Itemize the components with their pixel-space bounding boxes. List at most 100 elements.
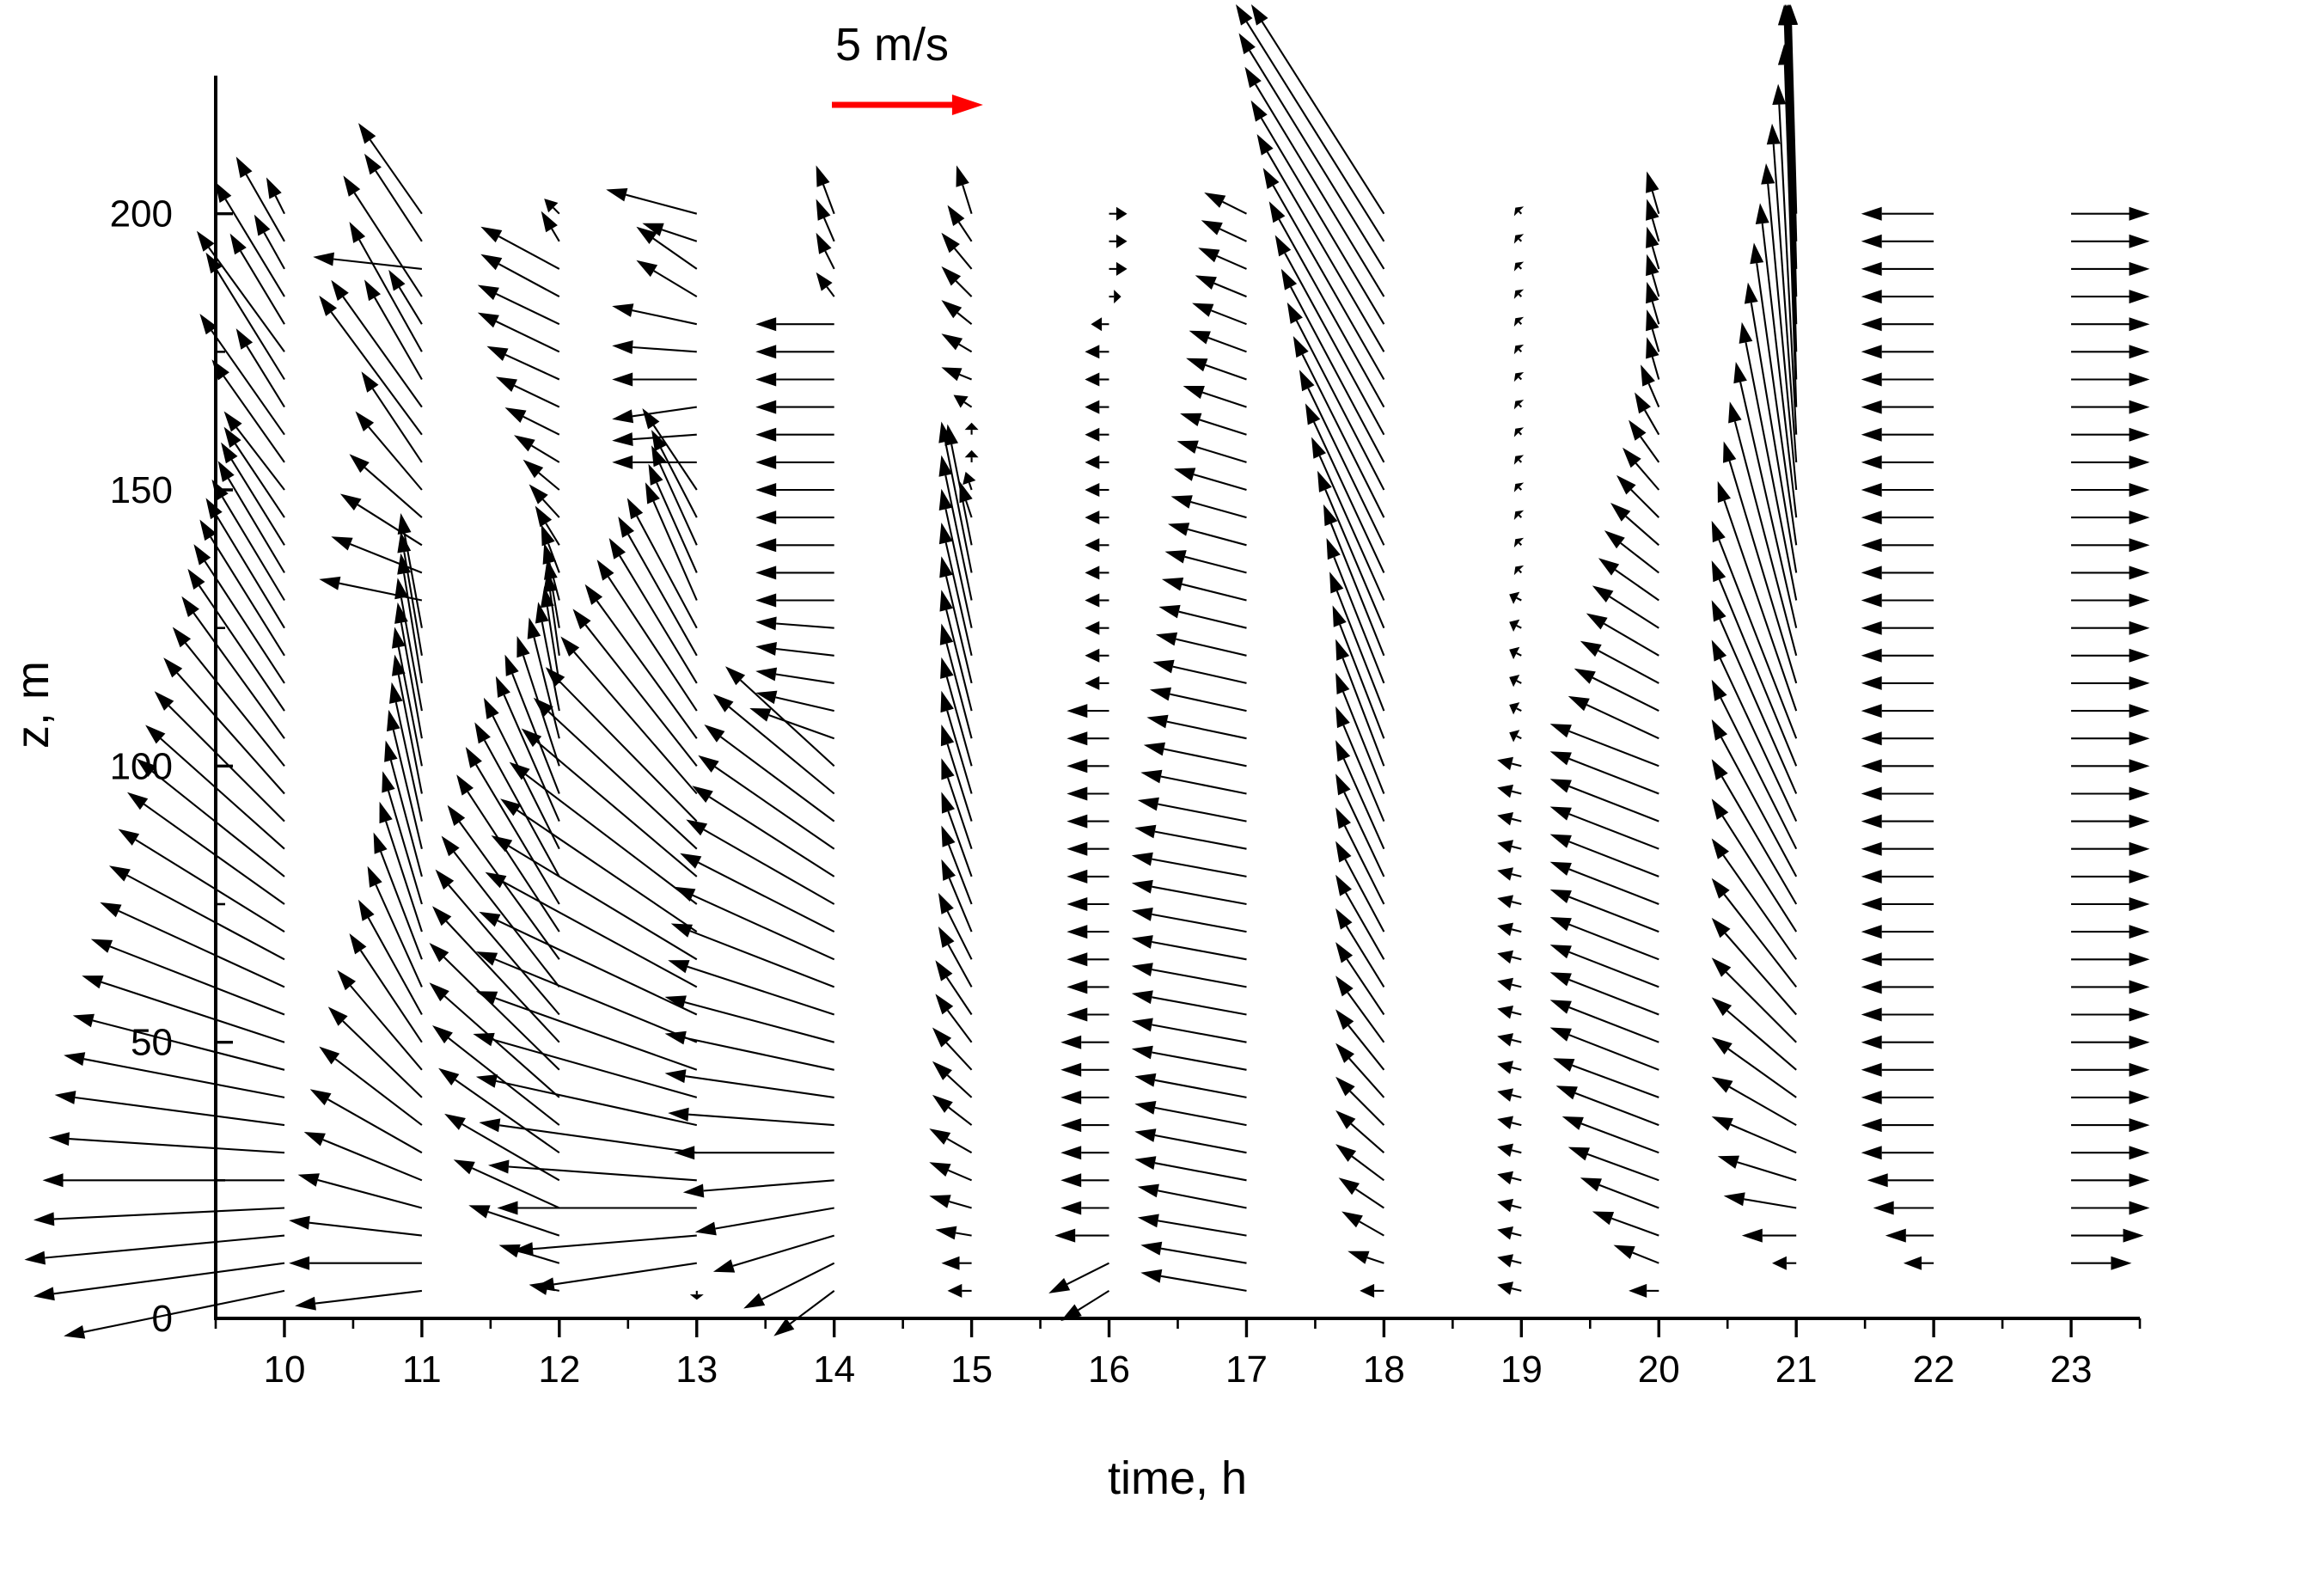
wind-vector-head — [1085, 648, 1100, 663]
wind-vector-shaft — [1222, 200, 1247, 215]
wind-vector-shaft — [822, 184, 835, 215]
wind-vector — [929, 1195, 972, 1209]
wind-vector-shaft — [608, 576, 698, 712]
wind-vector-head — [1861, 206, 1882, 221]
wind-vector-shaft — [627, 534, 698, 657]
wind-vector-head — [689, 1294, 704, 1300]
wind-vector-shaft — [508, 1165, 697, 1182]
wind-vector-head — [1497, 1033, 1513, 1047]
x-tick-label: 16 — [1088, 1348, 1130, 1391]
wind-vector — [1066, 786, 1109, 801]
wind-vector — [193, 544, 285, 684]
wind-vector — [1134, 1101, 1247, 1127]
wind-vector — [1204, 193, 1247, 215]
wind-vector-head — [1549, 917, 1572, 932]
wind-vector-head — [941, 758, 955, 780]
wind-vector-head — [361, 371, 379, 393]
wind-vector-shaft — [453, 851, 560, 988]
wind-vector-head — [1131, 1045, 1153, 1060]
wind-vector — [1048, 1262, 1109, 1293]
wind-vector-head — [1861, 676, 1882, 690]
wind-vector-head — [940, 657, 954, 679]
wind-vector — [1861, 427, 1934, 442]
wind-vector-head — [1549, 972, 1572, 987]
wind-vector-shaft — [400, 597, 423, 712]
wind-vector — [674, 1146, 834, 1160]
wind-vector-head — [1555, 1085, 1578, 1100]
wind-vector-shaft — [553, 206, 560, 215]
wind-vector — [1604, 530, 1659, 574]
wind-vector — [1497, 950, 1522, 964]
wind-vector — [1497, 840, 1522, 853]
wind-vector — [651, 430, 698, 518]
wind-vector — [387, 709, 423, 849]
wind-vector-head — [932, 1027, 952, 1048]
wind-vector-head — [674, 1146, 695, 1160]
wind-vector-head — [816, 272, 833, 291]
wind-vector-head — [444, 1113, 466, 1130]
wind-vector-head — [1717, 480, 1731, 503]
wind-vector — [680, 853, 835, 933]
wind-vector — [2071, 427, 2150, 442]
wind-vector-shaft — [1611, 1217, 1659, 1237]
x-tick-label: 22 — [1913, 1348, 1955, 1391]
wind-vector-head — [1646, 226, 1659, 248]
wind-vector-head — [1137, 797, 1159, 811]
wind-vector — [223, 426, 285, 518]
wind-vector-head — [1176, 440, 1199, 454]
wind-vector-shaft — [224, 199, 285, 297]
wind-vector-head — [755, 345, 777, 359]
wind-vector-head — [939, 590, 953, 612]
wind-vector-head — [560, 636, 580, 657]
wind-vector-shaft — [728, 706, 835, 795]
wind-vector-shaft — [542, 498, 560, 518]
wind-vector-head — [1060, 1035, 1082, 1049]
wind-vector-shaft — [532, 1234, 697, 1251]
wind-vector-shaft — [1511, 817, 1522, 822]
x-tick-label: 15 — [950, 1348, 993, 1391]
wind-vector-head — [1513, 289, 1525, 299]
wind-vector — [2071, 593, 2150, 608]
wind-vector — [1066, 980, 1109, 994]
wind-vector-head — [1066, 952, 1088, 967]
wind-vector — [1176, 440, 1247, 463]
wind-vector — [504, 407, 560, 436]
wind-vector-shaft — [947, 777, 973, 850]
wind-vector-head — [1149, 687, 1171, 701]
wind-vector — [1497, 1116, 1522, 1129]
wind-vector-head — [1861, 593, 1882, 608]
wind-vector — [938, 455, 973, 601]
wind-vector-shaft — [958, 343, 973, 353]
wind-vector-head — [1360, 1283, 1375, 1298]
wind-vector-head — [2129, 704, 2150, 719]
wind-vector-shaft — [1718, 539, 1798, 739]
wind-vector-shaft — [956, 312, 973, 326]
wind-vector — [1131, 852, 1247, 877]
wind-vector-shaft — [475, 764, 560, 905]
wind-vector-head — [364, 279, 381, 302]
wind-vector — [1317, 470, 1385, 629]
wind-vector-shaft — [221, 496, 285, 602]
wind-vector-head — [154, 691, 174, 711]
wind-vector-shaft — [246, 345, 285, 408]
wind-vector — [295, 1289, 423, 1311]
wind-vector-shaft — [944, 441, 973, 573]
wind-vector-shaft — [358, 239, 423, 352]
wind-vector-head — [309, 1089, 332, 1106]
wind-vector-shaft — [455, 1079, 560, 1154]
wind-vector — [755, 372, 834, 387]
wind-vector-head — [642, 223, 664, 236]
wind-vector — [2071, 261, 2150, 276]
wind-vector-head — [1513, 455, 1525, 465]
wind-vector — [1335, 1043, 1385, 1098]
wind-vector-head — [1549, 945, 1572, 959]
wind-vector — [929, 1162, 973, 1182]
wind-vector-shaft — [1511, 983, 1522, 988]
wind-vector — [1861, 1062, 1934, 1077]
wind-vector-shaft — [684, 1001, 834, 1043]
wind-vector — [1137, 797, 1247, 822]
wind-vector-shaft — [235, 426, 285, 491]
wind-vector — [1741, 1228, 1797, 1243]
wind-vector-shaft — [636, 516, 698, 629]
wind-vector — [1335, 1144, 1385, 1182]
